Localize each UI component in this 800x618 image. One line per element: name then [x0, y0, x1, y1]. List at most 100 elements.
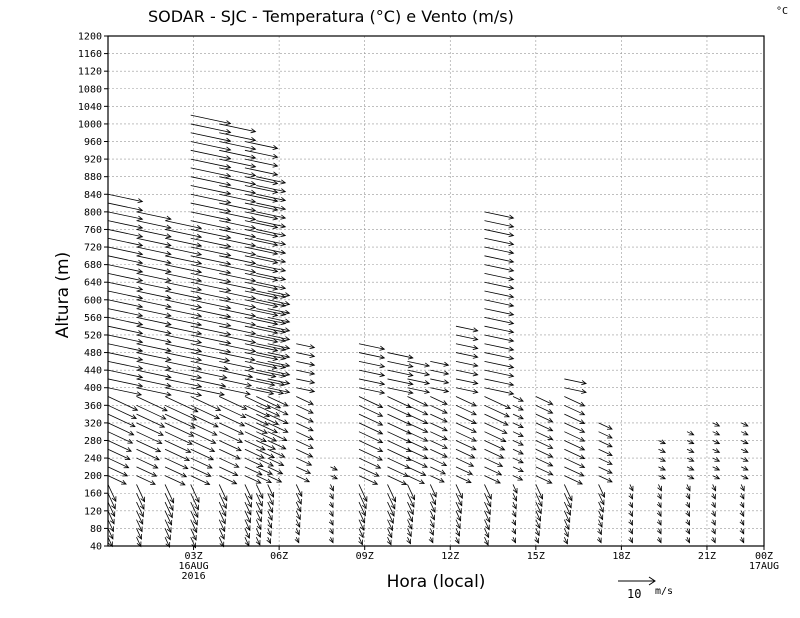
wind-vector-head — [185, 448, 192, 453]
wind-vector — [256, 466, 273, 475]
wind-vector-head — [407, 363, 414, 369]
wind-vector — [741, 440, 749, 444]
wind-vector — [564, 396, 585, 407]
x-tick-label: 03Z — [185, 551, 203, 562]
wind-vector-head — [193, 519, 198, 526]
wind-vector-head — [257, 508, 263, 515]
wind-vector — [658, 440, 666, 444]
wind-vector — [256, 431, 277, 442]
wind-vector-head — [189, 423, 196, 429]
wind-vector-head — [428, 537, 434, 544]
wind-vector-head — [656, 520, 662, 526]
wind-vector — [712, 457, 720, 462]
wind-vector — [484, 211, 514, 219]
wind-vector-head — [579, 419, 586, 424]
wind-vector — [387, 404, 412, 417]
wind-vector-head — [137, 198, 144, 204]
wind-vector-head — [272, 428, 279, 434]
wind-vector — [164, 519, 172, 533]
wind-vector-head — [407, 524, 413, 530]
wind-vector-head — [455, 523, 461, 530]
wind-vector — [136, 352, 171, 361]
wind-vector — [484, 325, 514, 333]
wind-vector — [244, 413, 269, 426]
wind-vector — [190, 422, 217, 436]
wind-vector — [256, 404, 280, 417]
wind-vector-head — [405, 403, 412, 408]
wind-vector — [484, 396, 511, 409]
wind-vector — [358, 475, 378, 485]
wind-vector — [219, 325, 256, 335]
wind-vector — [387, 537, 392, 545]
wind-vector — [190, 448, 214, 461]
wind-vector-head — [109, 526, 114, 533]
wind-vector — [244, 369, 276, 378]
wind-vector — [455, 352, 478, 358]
wind-vector-head — [579, 463, 586, 468]
wind-vector — [256, 273, 286, 280]
wind-vector-head — [272, 312, 279, 318]
wind-vector — [107, 193, 143, 202]
y-axis-label: Altura (m) — [53, 252, 73, 338]
wind-vector — [387, 352, 413, 359]
wind-vector-head — [128, 430, 135, 436]
wind-vector — [136, 396, 168, 412]
wind-vector — [244, 281, 278, 290]
wind-vector-head — [225, 208, 232, 214]
wind-vector — [455, 440, 477, 451]
wind-vector-head — [266, 478, 272, 484]
wind-vector-head — [656, 537, 662, 544]
wind-vector — [455, 396, 477, 407]
wind-vector-head — [280, 302, 287, 308]
wind-vector-head — [512, 487, 518, 494]
wind-vector-head — [167, 519, 173, 526]
wind-vector — [295, 528, 300, 535]
wind-vector — [107, 457, 129, 469]
wind-vector-head — [656, 502, 662, 509]
wind-vector — [535, 404, 553, 414]
wind-vector-head — [656, 528, 662, 535]
wind-vector-head — [518, 441, 524, 446]
wind-vector — [136, 369, 171, 378]
wind-vector-head — [194, 504, 199, 511]
wind-vector-head — [429, 529, 434, 536]
wind-vector-head — [566, 510, 571, 516]
wind-vector-head — [308, 435, 314, 440]
wind-vector — [164, 299, 202, 308]
wind-vector — [218, 484, 228, 501]
wind-vector-head — [284, 371, 291, 377]
wind-vector-head — [279, 381, 286, 387]
wind-vector — [164, 281, 202, 291]
wind-vector-head — [711, 502, 716, 509]
wind-vector-head — [140, 496, 146, 503]
wind-vector-head — [225, 137, 232, 143]
wind-vector-head — [272, 356, 279, 362]
wind-vector-head — [685, 528, 690, 535]
wind-vector-head — [225, 120, 232, 126]
wind-vector-head — [377, 455, 383, 461]
wind-vector — [358, 457, 381, 469]
wind-vector — [164, 378, 202, 388]
wind-vector — [740, 519, 745, 526]
wind-vector-head — [272, 224, 279, 230]
wind-vector — [535, 413, 553, 423]
wind-vector-head — [442, 444, 448, 449]
wind-vector — [244, 325, 278, 334]
wind-vector — [219, 308, 256, 317]
wind-vector — [256, 176, 286, 184]
wind-vector — [256, 246, 286, 254]
wind-vector — [629, 519, 633, 526]
wind-vector-head — [250, 154, 257, 160]
wind-vector — [358, 537, 363, 545]
wind-vector-head — [137, 382, 144, 388]
wind-vector-head — [391, 496, 397, 503]
wind-vector — [686, 475, 694, 480]
wind-vector — [740, 528, 745, 535]
wind-vector — [244, 158, 278, 167]
wind-vector-head — [255, 539, 261, 546]
wind-vector — [429, 501, 436, 513]
wind-vector-head — [222, 495, 228, 502]
wind-vector-head — [535, 530, 540, 537]
wind-vector-head — [137, 294, 144, 300]
wind-vector-head — [215, 406, 222, 411]
